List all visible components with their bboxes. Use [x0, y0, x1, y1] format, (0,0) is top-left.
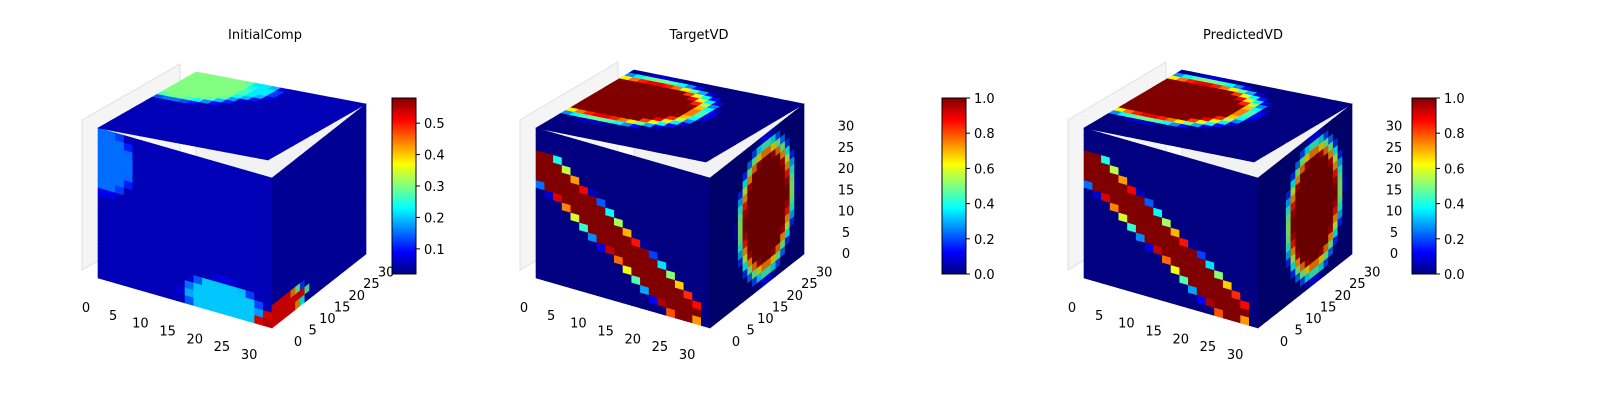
- x-tick-label: 20: [187, 332, 204, 347]
- z-tick-label: 10: [1386, 205, 1403, 220]
- z-tick-label: 5: [842, 226, 850, 241]
- chart-title: TargetVD: [668, 28, 728, 43]
- colorbar: 0.0 0.2 0.4 0.6 0.8 1.0: [941, 92, 995, 283]
- x-tick-label: 0: [1068, 301, 1076, 316]
- z-tick-label: 30: [1386, 120, 1403, 135]
- y-tick-label: 0: [732, 335, 740, 350]
- y-tick-label: 5: [309, 323, 317, 338]
- x-tick-label: 25: [214, 340, 231, 355]
- colorbar-tick-label: 0.2: [974, 233, 995, 248]
- x-tick-label: 30: [1227, 348, 1244, 363]
- x-tick-label: 20: [625, 332, 642, 347]
- y-tick-label: 25: [363, 277, 380, 292]
- y-tick-label: 30: [816, 266, 833, 281]
- z-tick-label: 15: [838, 183, 855, 198]
- z-tick-label: 15: [1386, 183, 1403, 198]
- colorbar-tick-label: 0.4: [974, 198, 995, 213]
- z-tick-label: 25: [838, 141, 855, 156]
- colorbar-tick-label: 0.2: [1444, 233, 1465, 248]
- x-tick-label: 5: [109, 309, 117, 324]
- z-tick-label: 25: [1386, 141, 1403, 156]
- x-tick-label: 5: [1095, 309, 1103, 324]
- z-tick-label: 10: [838, 205, 855, 220]
- y-tick-label: 5: [747, 323, 755, 338]
- x-tick-label: 10: [1118, 317, 1135, 332]
- y-tick-label: 30: [378, 266, 395, 281]
- colorbar-tick-label: 0.5: [424, 117, 445, 132]
- z-tick-label: 30: [838, 120, 855, 135]
- x-tick-label: 30: [679, 348, 696, 363]
- colorbar-gradient: [941, 97, 967, 275]
- z-tick-label: 0: [1390, 247, 1398, 262]
- panel-predictedvd: PredictedVD 0510152025300510152025300510…: [1067, 28, 1465, 363]
- colorbar: 0.0 0.2 0.4 0.6 0.8 1.0: [1411, 92, 1465, 283]
- y-tick-label: 0: [1280, 335, 1288, 350]
- z-tick-label: 5: [1390, 226, 1398, 241]
- colorbar-tick-label: 0.4: [424, 149, 445, 164]
- colorbar-tick-label: 0.1: [424, 243, 445, 258]
- x-tick-label: 15: [1145, 324, 1162, 339]
- y-tick-label: 5: [1295, 323, 1303, 338]
- x-tick-label: 30: [241, 348, 258, 363]
- colorbar-tick-label: 0.8: [974, 127, 995, 142]
- colorbar-tick-label: 1.0: [1444, 92, 1465, 107]
- colorbar-tick-label: 0.8: [1444, 127, 1465, 142]
- z-tick-label: 20: [1386, 162, 1403, 177]
- y-tick-label: 15: [334, 300, 351, 315]
- y-tick-label: 0: [294, 335, 302, 350]
- z-tick-label: 0: [842, 247, 850, 262]
- x-tick-label: 25: [652, 340, 669, 355]
- colorbar-tick-label: 0.4: [1444, 198, 1465, 213]
- x-tick-label: 5: [547, 309, 555, 324]
- colorbar-tick-label: 0.0: [974, 268, 995, 283]
- x-tick-label: 0: [82, 301, 90, 316]
- colorbar: 0.1 0.2 0.3 0.4 0.5: [391, 97, 445, 275]
- colorbar-tick-label: 0.6: [1444, 162, 1465, 177]
- colorbar-tick-label: 0.3: [424, 180, 445, 195]
- chart-title: InitialComp: [228, 28, 302, 43]
- side-face-shade: [272, 104, 366, 328]
- y-tick-label: 20: [349, 289, 366, 304]
- top-face-voxel: [258, 155, 274, 161]
- colorbar-tick-label: 1.0: [974, 92, 995, 107]
- panel-targetvd: TargetVD 0510152025300510152025300510152…: [519, 28, 995, 363]
- x-tick-label: 0: [520, 301, 528, 316]
- colorbar-tick-label: 0.0: [1444, 268, 1465, 283]
- x-tick-label: 25: [1200, 340, 1217, 355]
- colorbar-tick-label: 0.6: [974, 162, 995, 177]
- y-tick-label: 10: [319, 312, 336, 327]
- colorbar-gradient: [1411, 97, 1437, 275]
- y-tick-label: 30: [1364, 266, 1381, 281]
- x-tick-label: 20: [1173, 332, 1190, 347]
- z-tick-label: 20: [838, 162, 855, 177]
- x-tick-label: 15: [159, 324, 176, 339]
- side-face-voxel: [360, 245, 367, 259]
- colorbar-gradient: [391, 97, 417, 275]
- x-tick-label: 15: [597, 324, 614, 339]
- chart-title: PredictedVD: [1203, 28, 1283, 43]
- x-tick-label: 10: [570, 317, 587, 332]
- x-tick-label: 10: [132, 317, 149, 332]
- colorbar-tick-label: 0.2: [424, 211, 445, 226]
